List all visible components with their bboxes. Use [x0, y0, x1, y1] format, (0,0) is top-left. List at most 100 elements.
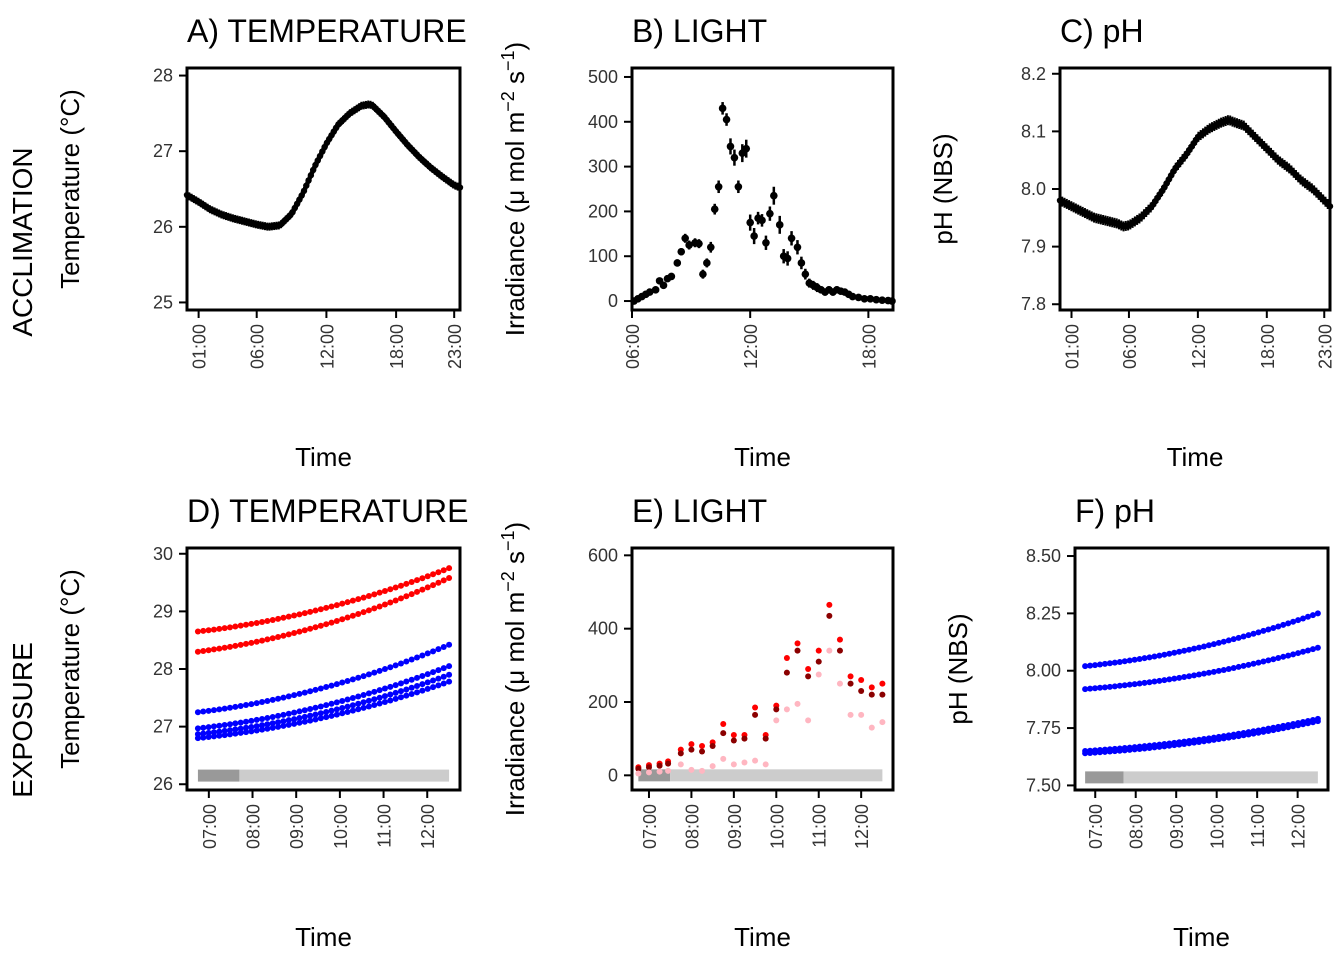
panel-f-series-2-point: [1146, 679, 1153, 686]
panel-e-xtick-label: 10:00: [767, 804, 787, 849]
panel-d-series-5-point: [403, 686, 410, 693]
panel-e-series-2-point: [762, 735, 769, 742]
panel-f-xlabel: Time: [1173, 922, 1230, 952]
panel-d-series-6-point: [339, 710, 346, 717]
panel-d-series-5-point: [430, 677, 437, 684]
panel-b-point: [681, 234, 689, 243]
panel-d-series-3-point: [376, 667, 383, 674]
panel-b-point: [734, 182, 743, 191]
panel-f-series-1-point: [1121, 658, 1128, 665]
panel-e-xlabel: Time: [734, 922, 791, 952]
panel-f-series-2-point: [1300, 648, 1307, 655]
panel-f-series-2-point: [1136, 680, 1143, 687]
panel-b-ylabel: Irradiance (μ mol m−2 s−1): [498, 42, 530, 336]
panel-e-series-3-point: [826, 647, 833, 654]
panel-d-series-5-point: [440, 673, 447, 680]
panel-f-series-4-point: [1255, 729, 1262, 736]
panel-f-series-2-point: [1309, 646, 1316, 653]
panels: A) TEMPERATURE 25 26 27 28 01:00 06:00 12:00 18:…: [55, 13, 1335, 952]
panel-a-ytick-label: 28: [153, 66, 173, 86]
panel-d-series-6-point: [264, 725, 271, 732]
panel-d-series-4-point: [194, 725, 201, 732]
panel-e-series-3-point: [741, 759, 748, 766]
panel-d-series-4-point: [403, 678, 410, 685]
panel-d-series-1-point: [387, 586, 394, 593]
panel-d-series-5-point: [333, 706, 340, 713]
panel-f-xtick-label: 08:00: [1127, 804, 1147, 849]
panel-e-series-2-point: [773, 706, 780, 713]
panel-e-series-3-point: [752, 757, 759, 764]
panel-d-series-2-point: [221, 644, 228, 651]
panel-d-series-6-point: [317, 715, 324, 722]
panel-d-series-5-point: [280, 718, 287, 725]
panel-f-series-4-point: [1141, 745, 1148, 752]
panel-f-series-4-point: [1300, 721, 1307, 728]
panel-f-series-1-point: [1220, 638, 1227, 645]
panel-f-series-1-point: [1181, 647, 1188, 654]
panel-d-series-6-point: [333, 711, 340, 718]
panel-f-series-2-point: [1181, 674, 1188, 681]
panel-d-series-6-point: [307, 717, 314, 724]
panel-f-series-1-point: [1215, 639, 1222, 646]
panel-e-ylabel: Irradiance (μ mol m−2 s−1): [498, 522, 530, 816]
panel-f-series-1-point: [1166, 650, 1173, 657]
panel-d-series-2-point: [312, 624, 319, 631]
panel-e-series-2-point: [752, 711, 759, 718]
panel-b-point: [866, 294, 875, 303]
panel-d-series-1-point: [221, 625, 228, 632]
panel-d-series-4-point: [317, 703, 324, 710]
panel-e-series-3-point: [720, 755, 727, 762]
panel-d-series-2-point: [387, 599, 394, 606]
panel-f-series-2-point: [1156, 677, 1163, 684]
panel-f-series-4-point: [1136, 745, 1143, 752]
panel-f-series-2-point: [1205, 669, 1212, 676]
panel-f-series-4-point: [1186, 740, 1193, 747]
panel-d-series-2-point: [333, 617, 340, 624]
panel-d-series-4-point: [381, 685, 388, 692]
panel-d-series-4-point: [264, 714, 271, 721]
panel-d-series-1-point: [301, 610, 308, 617]
panel-d-series-5-point: [365, 697, 372, 704]
panel-e-series-2-point: [635, 765, 642, 772]
panel-f-series-2-point: [1240, 662, 1247, 669]
panel-d-series-4-point: [328, 700, 335, 707]
panel-d-series-5-point: [328, 707, 335, 714]
panel-d-series-6-point: [275, 723, 282, 730]
panel-e-xtick-label: 09:00: [725, 804, 745, 849]
panel-d-xtick-label: 11:00: [375, 804, 395, 848]
panel-d-series-1-point: [237, 622, 244, 629]
panel-d-series-4-point: [275, 712, 282, 719]
panel-d-series-4-point: [344, 696, 351, 703]
panel-e-series-1-point: [805, 666, 812, 672]
panel-b-point: [730, 153, 739, 162]
panel-d-series-3-point: [226, 704, 233, 711]
panel-f-series-2-point: [1092, 685, 1099, 692]
panel-d-series-4-point: [392, 682, 399, 689]
panel-d-series-4-point: [440, 665, 447, 672]
panel-c-ytick-label: 7.8: [1021, 294, 1046, 314]
panel-d-series-5-point: [232, 726, 239, 733]
panel-b-point: [762, 238, 770, 247]
panel-f-series-1-point: [1111, 659, 1118, 666]
panel-d-series-1-point: [253, 619, 260, 626]
panel-e-series-3-point: [773, 717, 780, 724]
panel-d-series-6-point: [408, 691, 415, 698]
panel-d-series-3-point: [440, 644, 447, 651]
panel-e-series-2-point: [720, 730, 727, 737]
panel-d-series-1-point: [317, 606, 324, 613]
panel-c-ytick-label: 8.1: [1021, 121, 1046, 141]
panel-d-series-5-point: [408, 684, 415, 691]
panel-d-series-1-point: [226, 624, 233, 631]
panel-f-series-1-point: [1151, 653, 1158, 660]
panel-f-series-1-point: [1205, 642, 1212, 649]
panel-d-series-4-point: [435, 667, 442, 674]
panel-f-series-4-point: [1250, 730, 1257, 737]
panel-e-series-3-point: [836, 680, 843, 687]
panel-f-series-2-point: [1151, 678, 1158, 685]
panel-d-series-3-point: [403, 658, 410, 665]
panel-d-series-4-point: [237, 719, 244, 726]
panel-b-point: [854, 293, 863, 302]
panel-d-series-4-point: [210, 723, 217, 730]
panel-d-series-1-point: [259, 618, 266, 625]
